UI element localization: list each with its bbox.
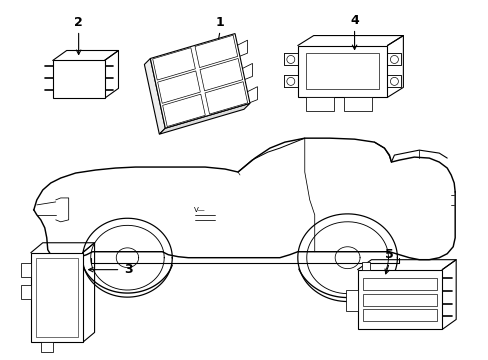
Polygon shape <box>200 58 242 91</box>
Text: 1: 1 <box>215 16 224 29</box>
Bar <box>21 285 31 298</box>
Bar <box>361 262 369 270</box>
Text: 5: 5 <box>384 248 393 261</box>
Polygon shape <box>159 103 249 134</box>
Polygon shape <box>204 82 247 114</box>
Bar <box>362 310 436 321</box>
Bar <box>305 54 379 89</box>
Circle shape <box>389 55 398 63</box>
Circle shape <box>389 77 398 85</box>
Text: 4: 4 <box>349 14 358 27</box>
Bar <box>41 342 53 352</box>
Bar <box>357 270 441 329</box>
Bar <box>297 45 386 97</box>
Text: V—: V— <box>194 207 205 213</box>
Polygon shape <box>157 71 200 103</box>
Bar <box>362 293 436 306</box>
Circle shape <box>286 55 294 63</box>
Bar <box>31 253 82 342</box>
Text: 3: 3 <box>124 263 132 276</box>
Bar <box>362 278 436 289</box>
Polygon shape <box>163 94 205 126</box>
Bar <box>36 258 78 337</box>
Polygon shape <box>144 58 165 134</box>
Bar <box>343 97 371 111</box>
Text: 2: 2 <box>74 16 83 29</box>
Polygon shape <box>195 35 237 68</box>
Circle shape <box>286 77 294 85</box>
Polygon shape <box>150 33 249 128</box>
Bar <box>21 263 31 276</box>
Polygon shape <box>152 48 195 80</box>
Bar <box>305 97 333 111</box>
Bar <box>53 60 104 98</box>
Bar <box>345 289 357 311</box>
